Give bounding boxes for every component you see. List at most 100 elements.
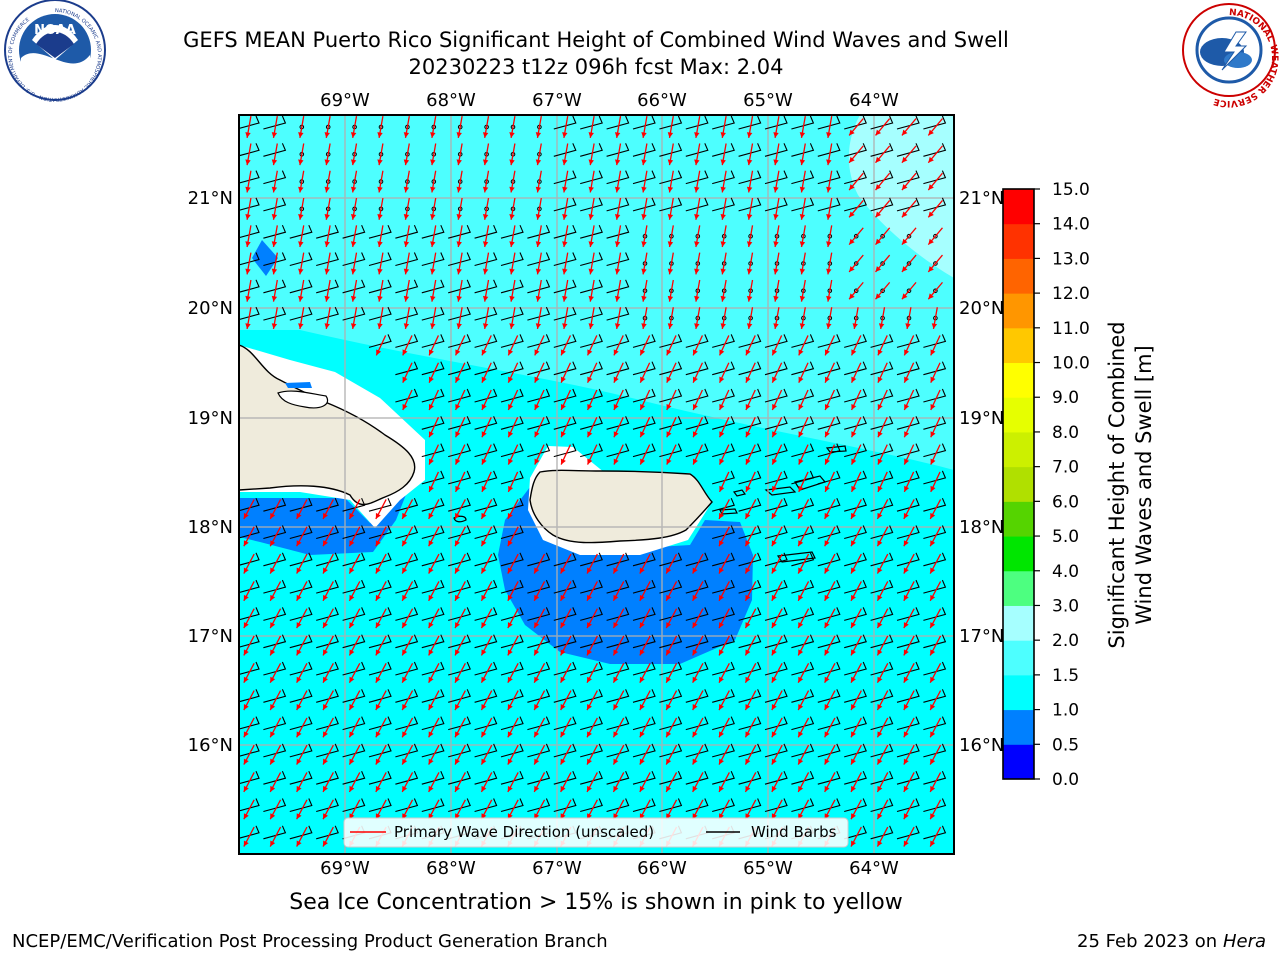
wave-arrow-head xyxy=(455,485,461,492)
bay-samana xyxy=(277,390,329,409)
wind-barb xyxy=(791,497,815,512)
wave-arrow-head xyxy=(720,132,726,138)
wave-arrow-head xyxy=(851,813,856,820)
wind-barb xyxy=(289,716,313,731)
wave-arrow-head xyxy=(773,268,779,275)
wind-barb xyxy=(553,716,577,731)
wave-arrow-head xyxy=(613,567,619,574)
wind-barb xyxy=(844,634,867,649)
wave-arrow-head xyxy=(613,704,619,711)
wave-arrow-head xyxy=(901,129,908,136)
wave-arrow-head xyxy=(481,622,487,629)
wind-barb xyxy=(738,197,762,212)
wind-barb xyxy=(791,388,815,403)
wind-barb xyxy=(421,224,445,239)
lat-tick-right-17n: 17°N xyxy=(959,626,1004,647)
wave-arrow-head xyxy=(481,458,487,465)
wave-arrow-head xyxy=(455,758,460,765)
wave-arrow-head xyxy=(719,431,725,438)
wave-arrow-head xyxy=(826,268,832,275)
wave-arrow-head xyxy=(296,649,302,656)
wave-arrow-head xyxy=(851,649,856,656)
wind-barb xyxy=(474,798,498,813)
wave-arrow-head xyxy=(587,622,592,629)
wind-barb xyxy=(896,388,920,403)
wave-arrow-head xyxy=(719,540,724,547)
wind-barb xyxy=(791,525,815,540)
colorbar-segment xyxy=(1003,223,1034,259)
wind-barb xyxy=(263,197,287,212)
wave-arrow-head xyxy=(798,485,804,492)
wave-arrow-head xyxy=(375,758,381,765)
wind-barb xyxy=(474,470,498,485)
wave-arrow-head xyxy=(270,540,276,547)
wave-arrow-head xyxy=(562,159,568,166)
wave-arrow-head xyxy=(930,485,936,492)
wind-barb xyxy=(923,334,947,348)
wave-arrow-head xyxy=(875,238,882,245)
wind-barb xyxy=(316,552,339,567)
wave-arrow-head xyxy=(903,676,909,683)
wave-arrow-head xyxy=(875,129,882,136)
wave-arrow-head xyxy=(613,649,619,656)
wave-arrow-head xyxy=(877,622,883,629)
wind-barb xyxy=(263,607,287,621)
wave-arrow-head xyxy=(456,132,462,138)
wave-arrow-head xyxy=(773,213,779,220)
wind-barb xyxy=(738,361,762,376)
wind-barb xyxy=(448,716,471,731)
wave-arrow-head xyxy=(428,731,434,738)
wind-barb xyxy=(738,770,762,785)
wind-barb xyxy=(263,497,287,512)
wind-barb xyxy=(527,716,551,731)
wind-barb xyxy=(844,770,867,785)
wave-arrow-head xyxy=(692,622,698,629)
wave-arrow-head xyxy=(694,213,700,220)
wind-barb xyxy=(659,770,683,785)
wind-barb xyxy=(263,143,287,157)
wave-arrow-head xyxy=(799,213,806,220)
wave-arrow-head xyxy=(851,485,857,492)
wave-arrow-head xyxy=(508,458,514,465)
wind-barb xyxy=(896,743,920,758)
wind-barb-calm xyxy=(933,261,938,266)
wind-barb xyxy=(712,525,735,540)
wave-arrow-head xyxy=(402,731,408,738)
wind-barb xyxy=(685,579,709,594)
wind-barb-calm xyxy=(880,261,885,266)
wind-barb xyxy=(870,579,894,594)
wind-barb xyxy=(606,143,630,157)
wave-arrow-head xyxy=(614,268,621,275)
wind-barb xyxy=(896,716,920,731)
wave-arrow-head xyxy=(877,758,883,765)
wave-arrow-head xyxy=(535,186,542,193)
wind-barb xyxy=(289,279,313,294)
wave-arrow-head xyxy=(560,758,566,765)
vector-field xyxy=(239,115,947,847)
wave-arrow-head xyxy=(323,676,328,683)
wave-arrow-head xyxy=(903,785,909,792)
wind-barb xyxy=(791,334,815,348)
wave-arrow-head xyxy=(849,156,855,163)
wave-arrow-head xyxy=(852,323,858,329)
wave-arrow-head xyxy=(243,731,249,738)
wave-arrow-head xyxy=(824,622,830,629)
lon-tick-bottom-64w: 64°W xyxy=(849,858,899,879)
wind-barb xyxy=(395,497,419,512)
lon-tick-bottom-66w: 66°W xyxy=(637,858,687,879)
wave-arrow-head xyxy=(826,186,832,193)
wave-arrow-head xyxy=(323,512,328,519)
wave-arrow-head xyxy=(350,186,357,193)
colorbar-tick-label: 6.0 xyxy=(1052,492,1079,512)
wave-arrow-head xyxy=(349,785,355,792)
wave-arrow-head xyxy=(296,785,302,792)
wave-arrow-head xyxy=(507,512,513,519)
wind-barb xyxy=(368,334,392,348)
wave-arrow-head xyxy=(773,295,779,302)
wind-barb xyxy=(791,416,815,430)
wave-arrow-head xyxy=(509,132,515,138)
wind-barb xyxy=(896,552,920,567)
wind-barb xyxy=(239,743,260,757)
wind-barb xyxy=(659,416,683,430)
wind-barb xyxy=(632,579,656,594)
